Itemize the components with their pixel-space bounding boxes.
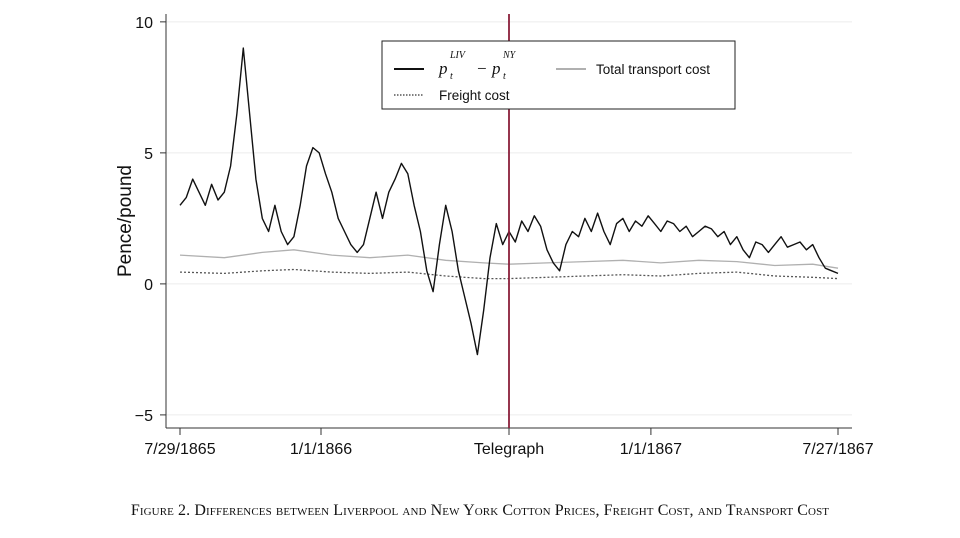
legend-sub-t2: t [503,71,506,82]
legend-label-price-diff: p LIV t − p NY t [438,50,517,82]
legend-p2: p [491,59,501,78]
legend-label-transport: Total transport cost [596,62,710,77]
y-tick-label: −5 [135,408,153,425]
chart: 10 5 0 −5 7/29/1865 1/1/1866 Telegraph 1/1/186… [115,14,874,458]
svg-text:LIV: LIV [449,50,467,61]
legend-box [381,40,736,110]
legend-p1: p [438,59,448,78]
y-axis-title: Pence/pound [115,165,136,277]
svg-text:t: t [503,71,506,82]
x-tick-label: 1/1/1867 [620,441,682,458]
figure-caption: Figure 2. Differences between Liverpool … [130,502,830,519]
svg-text:NY: NY [502,50,517,61]
legend-sup-ny: NY [502,50,517,61]
y-tick-label: 0 [144,277,153,294]
x-tick-label: 7/29/1865 [144,441,215,458]
y-ticks: 10 5 0 −5 [135,15,166,425]
legend-sup-liv: LIV [449,50,467,61]
y-tick-label: 5 [144,146,153,163]
x-ticks: 7/29/1865 1/1/1866 Telegraph 1/1/1867 7/27/1… [144,428,874,458]
svg-text:−: − [476,59,487,78]
y-tick-label: 10 [135,15,153,32]
legend-label-freight: Freight cost [439,88,510,103]
x-tick-label: 7/27/1867 [802,441,873,458]
svg-text:p: p [491,59,501,78]
legend-operator: − [476,59,487,78]
legend-sub-t1: t [450,71,453,82]
x-tick-label: 1/1/1866 [290,441,352,458]
x-tick-label: Telegraph [474,441,544,458]
legend: p LIV t − p NY t Total transport cost Fr… [381,40,736,110]
svg-text:p: p [438,59,448,78]
svg-text:t: t [450,71,453,82]
